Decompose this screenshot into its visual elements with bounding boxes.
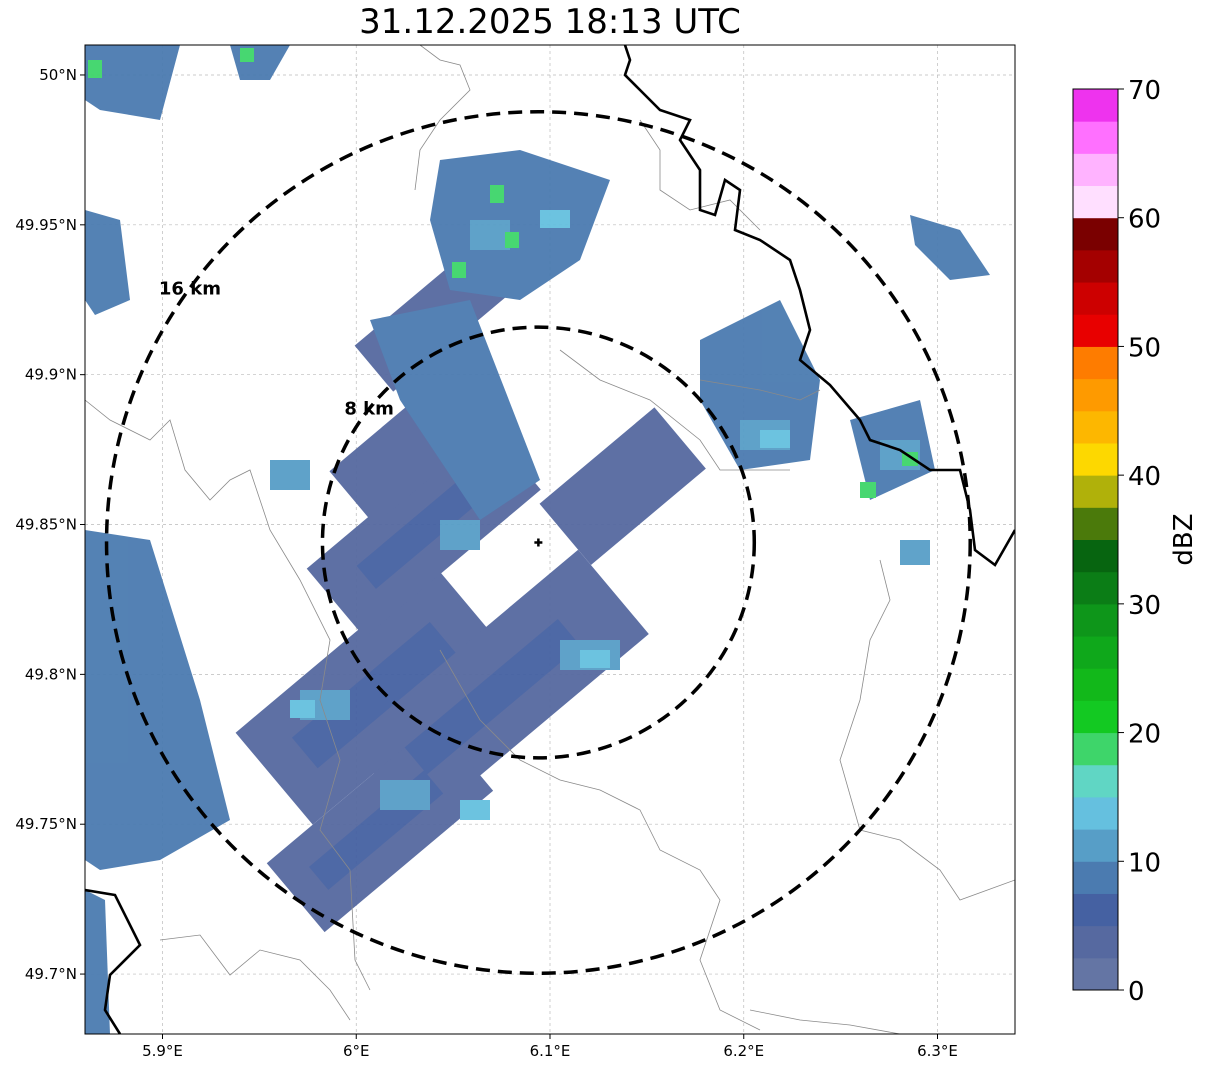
colorbar-tick-label: 60 — [1128, 205, 1161, 235]
y-tick-label: 50°N — [39, 66, 77, 84]
admin-boundaries — [85, 45, 1015, 1034]
colorbar-segment — [1073, 700, 1118, 734]
range-ring-8km — [320, 325, 757, 760]
range-rings: 8 km 16 km — [104, 109, 972, 976]
colorbar-segment — [1073, 185, 1118, 219]
colorbar-segment — [1073, 442, 1118, 476]
y-tick-label: 49.9°N — [25, 366, 77, 384]
colorbar-segment — [1073, 217, 1118, 251]
x-tick-label: 6.2°E — [723, 1042, 764, 1060]
colorbar-segment — [1073, 732, 1118, 766]
colorbar-segment — [1073, 571, 1118, 605]
colorbar-segment — [1073, 668, 1118, 701]
range-ring-label: 16 km — [159, 278, 221, 299]
y-tick-label: 49.8°N — [25, 665, 77, 683]
colorbar-tick-label: 40 — [1128, 462, 1161, 492]
colorbar-segment — [1073, 282, 1118, 315]
range-ring-label: 8 km — [344, 398, 394, 419]
range-ring-16km — [104, 109, 972, 976]
reflectivity-layer — [85, 45, 990, 1034]
x-tick-label: 6.1°E — [530, 1042, 571, 1060]
colorbar: 0 10 20 30 40 50 60 70 dBZ — [1072, 76, 1199, 1007]
radar-center-marker — [534, 538, 543, 547]
colorbar-segment — [1073, 893, 1118, 927]
colorbar-segment — [1073, 829, 1118, 862]
map-title: 31.12.2025 18:13 UTC — [359, 2, 741, 42]
y-tick-label: 49.95°N — [15, 216, 77, 234]
colorbar-segment — [1073, 314, 1118, 347]
colorbar-segment — [1073, 603, 1118, 637]
colorbar-tick-label: 70 — [1128, 76, 1161, 106]
colorbar-frame — [1072, 88, 1119, 991]
colorbar-segment — [1073, 507, 1118, 540]
colorbar-tick-label: 10 — [1128, 848, 1161, 878]
colorbar-segment — [1073, 346, 1118, 380]
y-tick-label: 49.75°N — [15, 815, 77, 833]
x-tick-label: 6.3°E — [917, 1042, 958, 1060]
x-tick-label: 6°E — [343, 1042, 370, 1060]
colorbar-segment — [1073, 378, 1118, 412]
colorbar-segment — [1073, 410, 1118, 444]
colorbar-segment — [1073, 539, 1118, 573]
y-tick-label: 49.7°N — [25, 965, 77, 983]
y-axis-ticks: 50°N 49.95°N 49.9°N 49.85°N 49.8°N 49.75°N 49.… — [15, 66, 85, 983]
colorbar-tick-label: 30 — [1128, 591, 1161, 621]
national-border — [85, 45, 1015, 1034]
colorbar-segment — [1073, 153, 1118, 187]
colorbar-label: dBZ — [1169, 513, 1199, 565]
colorbar-tick-label: 0 — [1128, 977, 1145, 1007]
colorbar-segment — [1073, 861, 1118, 894]
colorbar-segment — [1073, 925, 1118, 959]
x-tick-label: 5.9°E — [142, 1042, 183, 1060]
colorbar-segment — [1073, 121, 1118, 154]
colorbar-segment — [1073, 636, 1118, 669]
colorbar-segment — [1073, 796, 1118, 830]
y-tick-label: 49.85°N — [15, 516, 77, 534]
colorbar-segment — [1073, 249, 1118, 283]
colorbar-segment — [1073, 89, 1118, 122]
colorbar-tick-label: 20 — [1128, 720, 1161, 750]
colorbar-tick-label: 50 — [1128, 333, 1161, 363]
colorbar-segment — [1073, 475, 1118, 508]
x-axis-ticks: 5.9°E 6°E 6.1°E 6.2°E 6.3°E — [142, 1034, 958, 1060]
colorbar-segment — [1073, 957, 1118, 991]
colorbar-segment — [1073, 764, 1118, 798]
